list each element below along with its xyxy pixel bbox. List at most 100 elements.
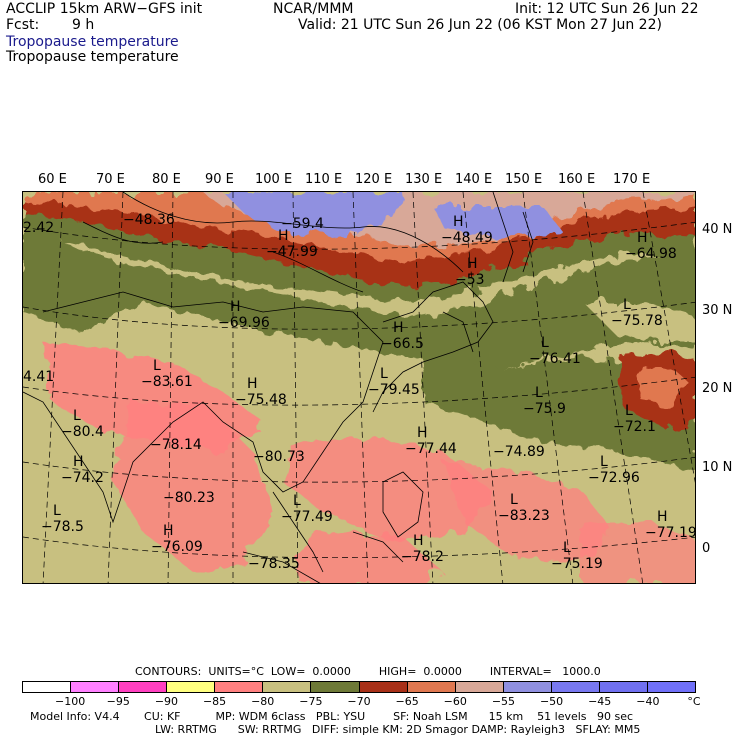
temperature-field bbox=[23, 192, 695, 583]
colorbar-swatch bbox=[71, 682, 120, 692]
extremum-value: 2.42 bbox=[23, 220, 54, 236]
fcst-value: 9 h bbox=[72, 17, 95, 33]
high-marker: H bbox=[163, 523, 174, 539]
extremum-value: −66.5 bbox=[381, 336, 424, 352]
low-marker: L bbox=[563, 540, 571, 556]
high-marker: H bbox=[413, 533, 424, 549]
low-marker: L bbox=[535, 385, 543, 401]
high-marker: H bbox=[230, 299, 241, 315]
colorbar-swatch bbox=[119, 682, 168, 692]
extremum-value: −75.9 bbox=[523, 401, 566, 417]
longitude-label: 130 E bbox=[405, 172, 443, 187]
high-marker: H bbox=[657, 509, 668, 525]
extremum-value: −47.99 bbox=[266, 244, 318, 260]
extremum-value: −59.4 bbox=[281, 216, 324, 232]
high-marker: H bbox=[393, 320, 404, 336]
colorbar-tick-label: −95 bbox=[106, 695, 130, 708]
map-panel: 2.42 −48.36 −59.4 H −47.99 H −48.49 H −53 H −64.98… bbox=[22, 191, 696, 584]
colorbar-tick-label: −90 bbox=[154, 695, 179, 708]
longitude-label: 120 E bbox=[355, 172, 393, 187]
extremum-value: −72.96 bbox=[588, 470, 640, 486]
latitude-label: 10 N bbox=[702, 460, 733, 475]
colorbar-swatch bbox=[648, 682, 696, 692]
map-svg: 2.42 −48.36 −59.4H−47.99H−48.49H−53H−64.98… bbox=[23, 192, 696, 583]
colorbar-tick-label: −75 bbox=[299, 695, 323, 708]
graticule bbox=[23, 192, 695, 583]
extremum-value: −76.41 bbox=[529, 351, 581, 367]
longitude-label: 140 E bbox=[455, 172, 493, 187]
latitude-label: 30 N bbox=[702, 303, 733, 318]
coastlines bbox=[23, 192, 534, 583]
colorbar-tick-label: −55 bbox=[491, 695, 516, 708]
low-marker: L bbox=[600, 454, 608, 470]
field-title-blue: Tropopause temperature bbox=[6, 34, 179, 50]
colorbar-swatch bbox=[503, 682, 552, 692]
colorbar-tick-label: −70 bbox=[347, 695, 371, 708]
colorbar-tick-label: −100 bbox=[55, 695, 86, 708]
colorbar-tick-label: −50 bbox=[539, 695, 564, 708]
fcst-label: Fcst: bbox=[6, 17, 40, 33]
colorbar-tick-label: −85 bbox=[202, 695, 227, 708]
model-info-line2: LW: RRTMG SW: RRTMG DIFF: simple KM: 2D … bbox=[155, 723, 641, 736]
extremum-value: −76.09 bbox=[151, 539, 203, 555]
extremum-value: −78.14 bbox=[150, 437, 202, 453]
extremum-value: −75.19 bbox=[551, 556, 603, 572]
extremum-value: −80.23 bbox=[163, 490, 215, 506]
colorbar-swatch bbox=[167, 682, 216, 692]
high-marker: H bbox=[247, 376, 258, 392]
colorbar-tick-label: −65 bbox=[395, 695, 419, 708]
longitude-label: 110 E bbox=[305, 172, 343, 187]
model-title: ACCLIP 15km ARW−GFS init bbox=[6, 1, 203, 17]
low-marker: L bbox=[153, 358, 161, 374]
colorbar-tick-label: −40 bbox=[636, 695, 660, 708]
latitude-label: 0 bbox=[702, 541, 711, 556]
colorbar-tick-label: −45 bbox=[588, 695, 612, 708]
longitude-label: 70 E bbox=[96, 172, 125, 187]
colorbar bbox=[22, 681, 696, 693]
model-info-line1: Model Info: V4.4 CU: KF MP: WDM 6class P… bbox=[30, 710, 634, 723]
high-marker: H bbox=[467, 256, 478, 272]
extremum-value: −53 bbox=[455, 272, 485, 288]
longitude-label: 160 E bbox=[558, 172, 596, 187]
low-marker: L bbox=[53, 503, 61, 519]
colorbar-swatch bbox=[311, 682, 360, 692]
extremum-value: −77.49 bbox=[281, 509, 333, 525]
high-marker: H bbox=[453, 214, 464, 230]
colorbar-swatch bbox=[23, 682, 72, 692]
longitude-label: 100 E bbox=[255, 172, 293, 187]
latitude-label: 40 N bbox=[702, 222, 733, 237]
colorbar-tick-label: °C bbox=[687, 695, 701, 708]
extremum-value: −78.2 bbox=[401, 549, 444, 565]
latitude-label: 20 N bbox=[702, 381, 733, 396]
high-marker: H bbox=[73, 454, 84, 470]
extremum-value: −75.48 bbox=[235, 392, 287, 408]
extremum-value: −69.96 bbox=[218, 315, 270, 331]
colorbar-tick-label: −80 bbox=[251, 695, 275, 708]
org-label: NCAR/MMM bbox=[273, 1, 354, 17]
longitude-label: 170 E bbox=[613, 172, 651, 187]
init-time: Init: 12 UTC Sun 26 Jun 22 bbox=[515, 1, 699, 17]
extremum-value: −74.89 bbox=[493, 444, 545, 460]
colorbar-swatch bbox=[407, 682, 456, 692]
colorbar-swatch bbox=[263, 682, 312, 692]
extremum-value: −83.61 bbox=[141, 374, 193, 390]
extremum-value: −79.45 bbox=[368, 382, 420, 398]
extremum-value: −77.19 bbox=[645, 525, 696, 541]
hl-annotations: 2.42 −48.36 −59.4H−47.99H−48.49H−53H−64.98… bbox=[23, 212, 696, 572]
extremum-value: −74.2 bbox=[61, 470, 104, 486]
longitude-label: 60 E bbox=[38, 172, 67, 187]
colorbar-tick-label: −60 bbox=[443, 695, 467, 708]
longitude-label: 150 E bbox=[505, 172, 543, 187]
field-title-black: Tropopause temperature bbox=[6, 49, 179, 65]
extremum-value: −72.1 bbox=[613, 419, 656, 435]
extremum-value: −64.98 bbox=[625, 246, 677, 262]
extremum-value: −75.78 bbox=[611, 313, 663, 329]
extremum-value: −78.5 bbox=[41, 519, 84, 535]
valid-time: Valid: 21 UTC Sun 26 Jun 22 (06 KST Mon … bbox=[298, 17, 662, 33]
extremum-value: −83.23 bbox=[498, 508, 550, 524]
longitude-label: 90 E bbox=[205, 172, 234, 187]
extremum-value: −77.44 bbox=[405, 441, 457, 457]
low-marker: L bbox=[510, 492, 518, 508]
extremum-value: −48.36 bbox=[123, 212, 175, 228]
contours-info: CONTOURS: UNITS=°C LOW= 0.0000 HIGH= 0.0… bbox=[135, 665, 601, 678]
